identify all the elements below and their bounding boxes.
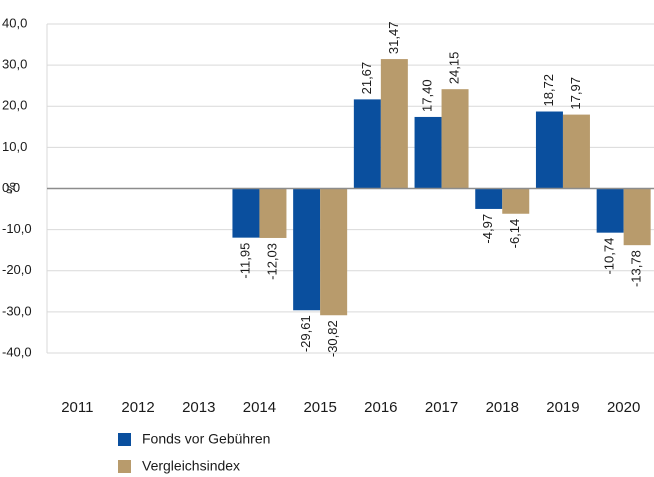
data-label: -12,03 [264,243,279,280]
legend-swatch [118,433,131,446]
data-label: -29,61 [298,315,313,352]
x-tick-label: 2018 [486,399,519,416]
bar [623,188,651,246]
x-tick-label: 2015 [303,399,336,416]
data-label: 21,67 [359,62,374,95]
data-label: -4,97 [480,214,495,244]
bar [414,116,442,189]
bar [562,114,590,189]
bar [353,99,381,189]
data-label: 18,72 [541,74,556,107]
x-tick-label: 2013 [182,399,215,416]
y-tick-label: -20,0 [2,262,32,277]
data-label: -6,14 [507,219,522,249]
bar [232,188,260,238]
data-label: -13,78 [629,250,644,287]
x-tick-label: 2011 [61,399,93,416]
y-tick-label: -40,0 [2,344,32,359]
data-label: 24,15 [446,52,461,85]
x-tick-label: 2019 [546,399,579,416]
bar [502,188,530,214]
bar [293,188,321,311]
data-label: 31,47 [386,22,401,55]
bar [596,188,624,233]
legend-swatch [118,460,131,473]
y-tick-label: -30,0 [2,303,32,318]
bar [441,89,469,189]
legend-label: Fonds vor Gebühren [142,431,270,447]
x-tick-label: 2014 [243,399,276,416]
data-label: -10,74 [602,238,617,275]
y-tick-label: 30,0 [2,57,27,72]
data-label: 17,40 [419,79,434,112]
y-tick-label: -10,0 [2,221,32,236]
bar [535,111,563,189]
y-tick-label: 0,0 [2,180,20,195]
x-tick-label: 2016 [364,399,397,416]
x-tick-label: 2020 [607,399,640,416]
legend-label: Vergleichsindex [142,458,240,474]
bar [259,188,287,238]
x-tick-label: 2017 [425,399,458,416]
y-tick-label: 10,0 [2,139,27,154]
y-axis-label: % [3,182,18,194]
data-label: -11,95 [237,243,252,279]
y-tick-label: 40,0 [2,15,27,30]
bar [380,59,408,189]
data-label: -30,82 [325,320,340,357]
data-label: 17,97 [568,77,583,110]
bar [320,188,348,316]
bar [475,188,503,209]
x-tick-label: 2012 [121,399,154,416]
y-tick-label: 20,0 [2,98,27,113]
